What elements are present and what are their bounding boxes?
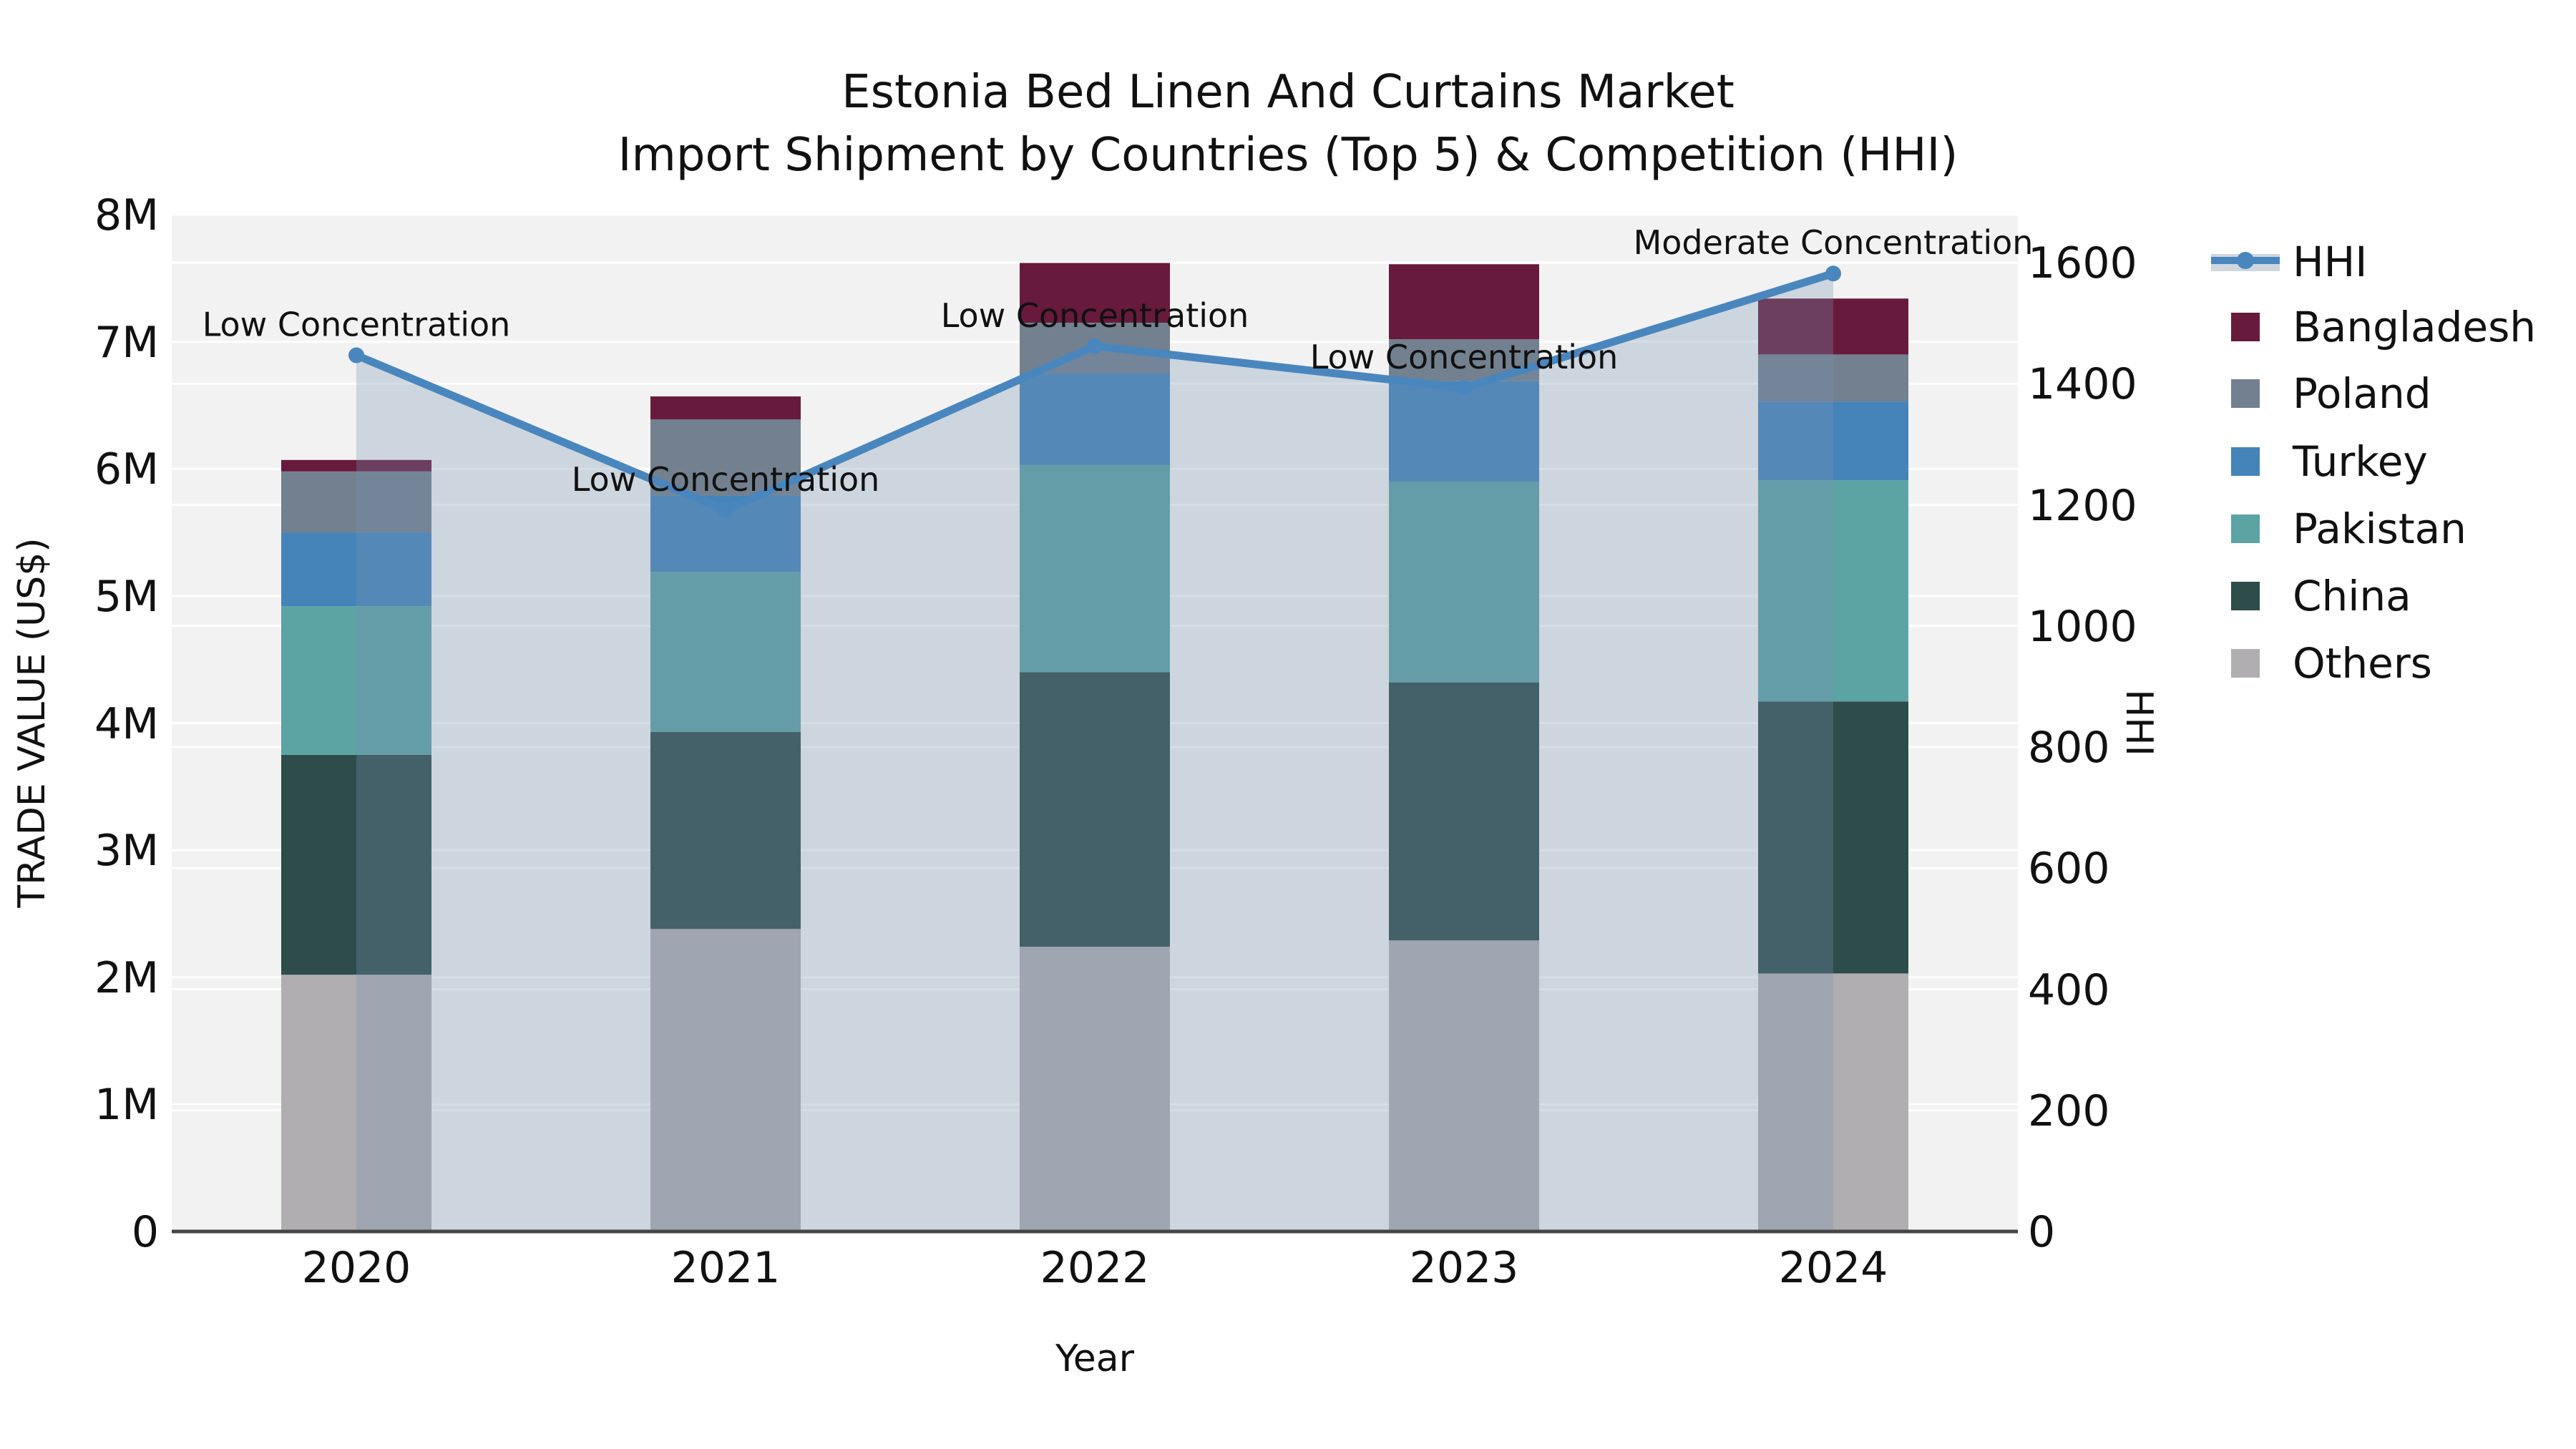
annotation-2024: Moderate Concentration (1634, 223, 2034, 262)
bar-segment-others-2023 (1389, 940, 1539, 1231)
legend-item-poland: Poland (2231, 369, 2431, 418)
legend-item-others: Others (2231, 639, 2432, 688)
bar-segment-pakistan-2023 (1389, 482, 1539, 683)
bar-segment-bangladesh-2024 (1758, 298, 1908, 355)
bar-segment-poland-2021 (650, 419, 801, 496)
legend-item-pakistan: Pakistan (2231, 504, 2467, 553)
ytick-left-1M: 1M (94, 1080, 159, 1130)
legend-label-china: China (2293, 572, 2411, 620)
ytick-left-4M: 4M (94, 699, 159, 749)
legend-item-bangladesh: Bangladesh (2231, 303, 2536, 351)
annotations: Low Concentration Low Concentration Low Co… (203, 223, 2034, 499)
legend-label-pakistan: Pakistan (2293, 504, 2467, 553)
bar-segment-pakistan-2022 (1020, 464, 1170, 673)
xtick-2024: 2024 (1779, 1243, 1888, 1293)
hhi-marker-swatch (2237, 252, 2254, 269)
bangladesh-swatch (2231, 313, 2260, 341)
legend-item-turkey: Turkey (2231, 437, 2428, 486)
bar-segment-turkey-2023 (1389, 381, 1539, 482)
bar-segment-others-2021 (650, 929, 801, 1231)
bar-segment-others-2022 (1020, 947, 1170, 1231)
annotation-2022: Low Concentration (941, 296, 1249, 335)
legend-label-poland: Poland (2293, 369, 2431, 418)
bar-segment-turkey-2022 (1020, 374, 1170, 465)
bar-segment-china-2023 (1389, 682, 1539, 941)
others-swatch (2231, 649, 2260, 678)
ytick-left-6M: 6M (94, 444, 159, 494)
ytick-left-3M: 3M (94, 826, 159, 876)
bar-segment-bangladesh-2023 (1389, 264, 1539, 340)
ytick-right-800: 800 (2028, 723, 2110, 773)
legend-item-china: China (2231, 572, 2411, 620)
bar-segment-china-2021 (650, 731, 801, 930)
stacked-bars (281, 263, 1908, 1231)
legend-label-others: Others (2293, 639, 2432, 688)
ytick-left-7M: 7M (94, 318, 159, 368)
annotation-2023: Low Concentration (1310, 338, 1619, 376)
ytick-left-8M: 8M (94, 190, 159, 240)
bar-segment-pakistan-2021 (650, 572, 801, 732)
annotation-2021: Low Concentration (572, 460, 880, 499)
ytick-left-0: 0 (132, 1207, 159, 1257)
ytick-right-400: 400 (2028, 965, 2110, 1015)
hhi-marker-2020 (348, 347, 364, 364)
xtick-2020: 2020 (302, 1243, 411, 1293)
chart-title-line2: Import Shipment by Countries (Top 5) & C… (618, 129, 1958, 182)
poland-swatch (2231, 379, 2260, 408)
legend-item-hhi: HHI (2211, 238, 2367, 286)
legend-label-hhi: HHI (2293, 238, 2367, 286)
bar-segment-china-2020 (281, 754, 431, 975)
bar-segment-bangladesh-2022 (1020, 263, 1170, 323)
x-axis-label: Year (1055, 1337, 1135, 1380)
bar-segment-turkey-2020 (281, 532, 431, 607)
bar-segment-bangladesh-2021 (650, 396, 801, 419)
ytick-right-1400: 1400 (2028, 359, 2137, 409)
ytick-right-1600: 1600 (2028, 238, 2137, 288)
legend-label-bangladesh: Bangladesh (2293, 303, 2536, 351)
bar-segment-turkey-2024 (1758, 401, 1908, 481)
annotation-2020: Low Concentration (203, 305, 511, 343)
bar-segment-china-2024 (1758, 701, 1908, 974)
bar-segment-poland-2024 (1758, 354, 1908, 402)
hhi-marker-2023 (1456, 380, 1472, 396)
ytick-left-2M: 2M (94, 953, 159, 1003)
xtick-2022: 2022 (1040, 1243, 1150, 1293)
bar-segment-others-2020 (281, 975, 431, 1231)
ytick-right-0: 0 (2028, 1207, 2055, 1257)
xtick-2023: 2023 (1410, 1243, 1519, 1293)
ytick-right-200: 200 (2028, 1086, 2110, 1136)
ytick-right-1000: 1000 (2028, 602, 2137, 652)
bar-segment-bangladesh-2020 (281, 459, 431, 472)
china-swatch (2231, 582, 2260, 610)
y-axis-label-right: HHI (2117, 689, 2160, 756)
xtick-2021: 2021 (671, 1243, 781, 1293)
y-axis-label-left: TRADE VALUE (US$) (11, 537, 54, 908)
chart-title-line1: Estonia Bed Linen And Curtains Market (841, 66, 1735, 119)
bar-segment-pakistan-2020 (281, 606, 431, 755)
hhi-marker-2022 (1087, 338, 1103, 354)
turkey-swatch (2231, 447, 2260, 476)
bar-segment-pakistan-2024 (1758, 480, 1908, 702)
ytick-right-600: 600 (2028, 844, 2110, 894)
bar-segment-others-2024 (1758, 973, 1908, 1231)
ytick-right-1200: 1200 (2028, 481, 2137, 531)
hhi-markers (348, 265, 1841, 519)
legend: HHI Bangladesh Poland Turkey Pakistan Ch… (2211, 238, 2536, 688)
hhi-marker-2021 (718, 502, 733, 519)
bar-segment-china-2022 (1020, 672, 1170, 947)
pakistan-swatch (2231, 514, 2260, 543)
ytick-left-5M: 5M (94, 572, 159, 622)
legend-label-turkey: Turkey (2292, 437, 2428, 486)
bar-segment-poland-2020 (281, 471, 431, 533)
hhi-marker-2024 (1825, 265, 1841, 282)
